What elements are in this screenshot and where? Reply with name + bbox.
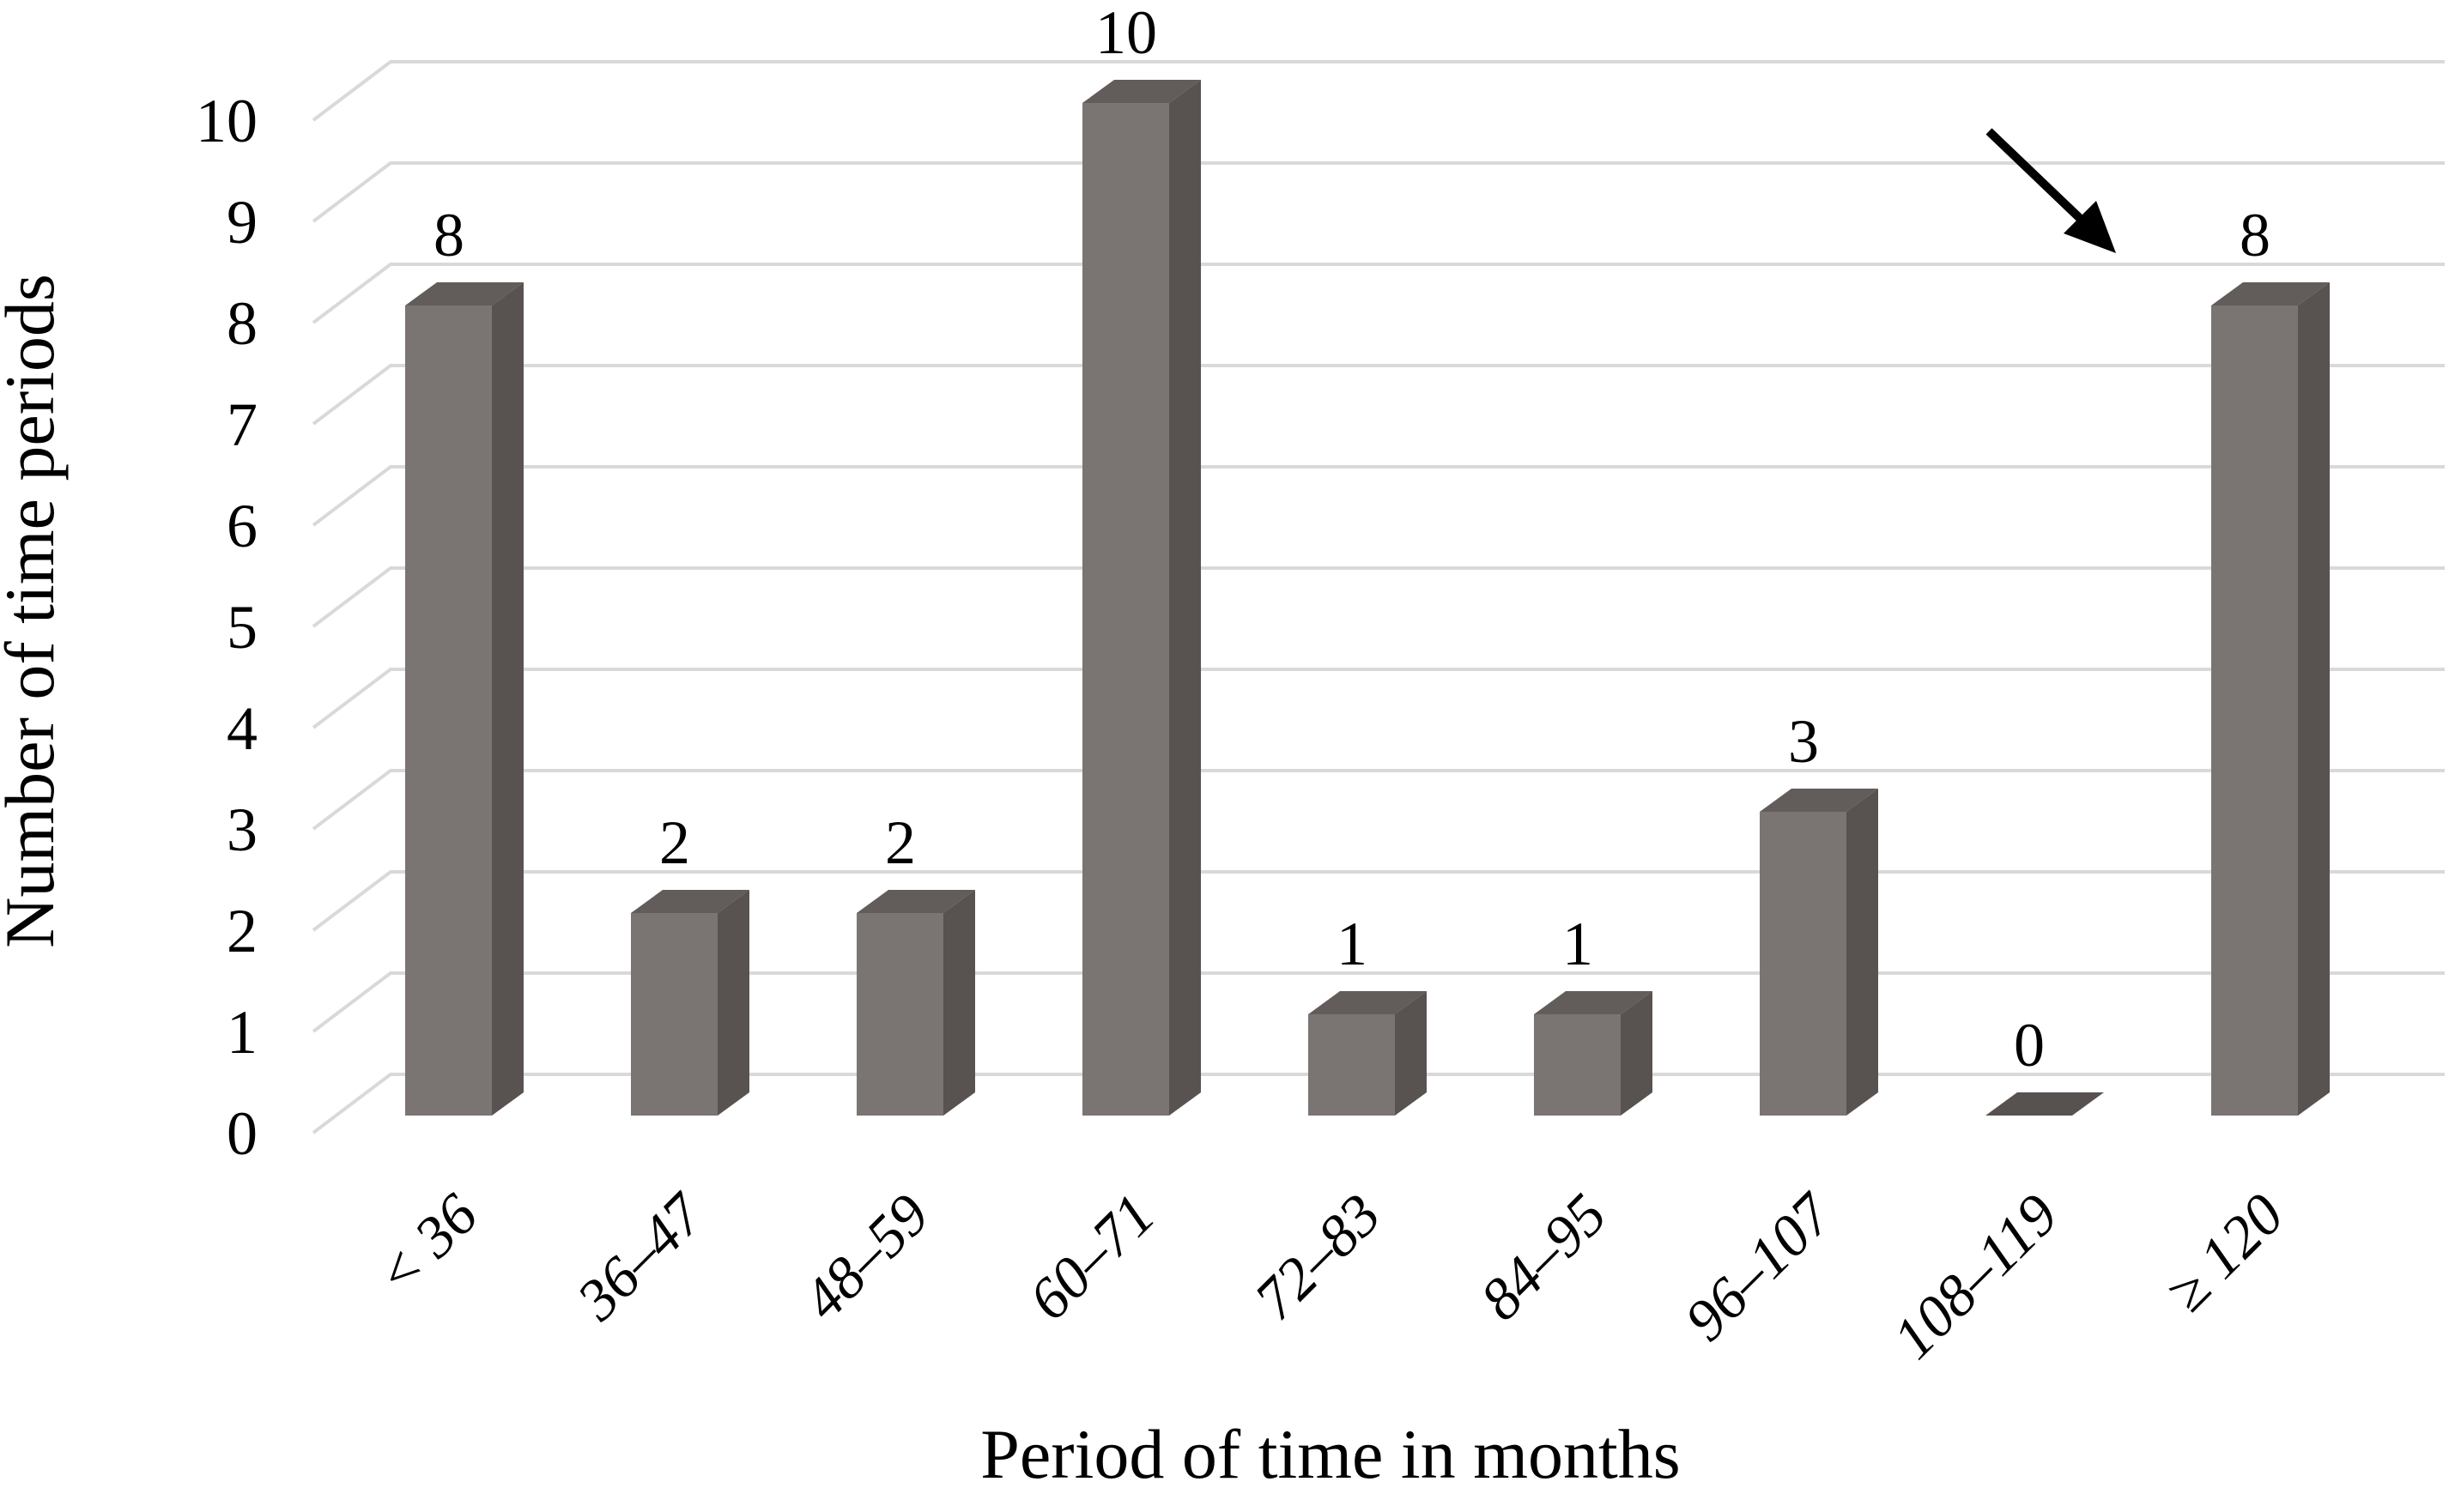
x-tick-label: 96–107 [1672,1180,1846,1353]
y-tick-label: 9 [227,188,258,257]
bar-front-face [857,913,943,1116]
gridline [312,668,2445,729]
bar-value-label: 1 [1562,910,1593,978]
bar-value-label: 8 [2240,201,2270,269]
x-tick-label: < 36 [363,1182,490,1309]
annotation-arrow-head [2064,201,2116,253]
gridline [312,161,2445,223]
x-tick-label: ≥ 120 [2154,1182,2296,1324]
bar-front-face [405,305,492,1116]
bar-value-label: 2 [659,808,690,877]
x-tick-label: 84–95 [1468,1182,1619,1333]
y-tick-label: 10 [196,87,258,155]
x-tick-label: 108–119 [1881,1182,2070,1371]
x-axis-title: Period of time in months [980,1415,1680,1493]
bar-front-face [1760,812,1846,1116]
y-tick-label: 4 [227,694,258,763]
annotation-layer [1985,128,2116,253]
bar-front-face [2211,305,2298,1116]
gridlines-layer [312,60,2445,1134]
bar-side-face [1846,789,1878,1116]
y-tick-label: 2 [227,897,258,965]
y-tick-label: 8 [227,289,258,358]
x-tick-label: 72–83 [1242,1182,1393,1333]
gridline [312,769,2445,831]
bar-value-label: 0 [2014,1011,2045,1080]
bar-top-face [2211,282,2330,305]
bar-value-label: 1 [1337,910,1367,978]
y-tick-label: 3 [227,795,258,864]
bar-front-face [1308,1014,1395,1116]
bar-side-face [718,890,749,1116]
bar-top-face [405,282,524,305]
bar-top-face [1760,789,1878,812]
bar-front-face [1534,1014,1621,1116]
bars-layer [405,80,2330,1116]
y-tick-label: 7 [227,390,258,459]
gridline [312,60,2445,122]
bar-top-face [857,890,975,913]
bar-side-face [2298,282,2330,1116]
bar-zero-marker [1985,1092,2104,1116]
bar-side-face [1395,991,1427,1116]
y-tick-label: 5 [227,593,258,662]
bar-value-label: 10 [1095,0,1157,67]
annotation-arrow-shaft [1985,128,2091,229]
y-tick-label: 0 [227,1099,258,1168]
bar-value-label: 8 [433,201,464,269]
bar-front-face [1082,103,1169,1116]
bar-front-face [631,913,718,1116]
gridline [312,566,2445,628]
gridline [312,263,2445,324]
y-axis-title: Number of time periods [0,274,69,948]
bar-value-label: 3 [1788,707,1819,776]
bar-side-face [943,890,975,1116]
bar-top-face [1308,991,1427,1014]
bar-top-face [631,890,749,913]
x-tick-label: 36–47 [564,1180,717,1333]
x-tick-label: 60–71 [1016,1182,1167,1333]
bar-top-face [1082,80,1201,103]
x-tick-label: 48–59 [791,1182,942,1333]
gridline [312,364,2445,426]
bar-side-face [1169,80,1201,1116]
bar-top-face [1534,991,1652,1014]
y-tick-label: 6 [227,492,258,560]
gridline [312,465,2445,527]
bar-side-face [492,282,524,1116]
y-tick-label: 1 [227,998,258,1067]
bar-side-face [1621,991,1652,1116]
bar-value-label: 2 [885,808,916,877]
